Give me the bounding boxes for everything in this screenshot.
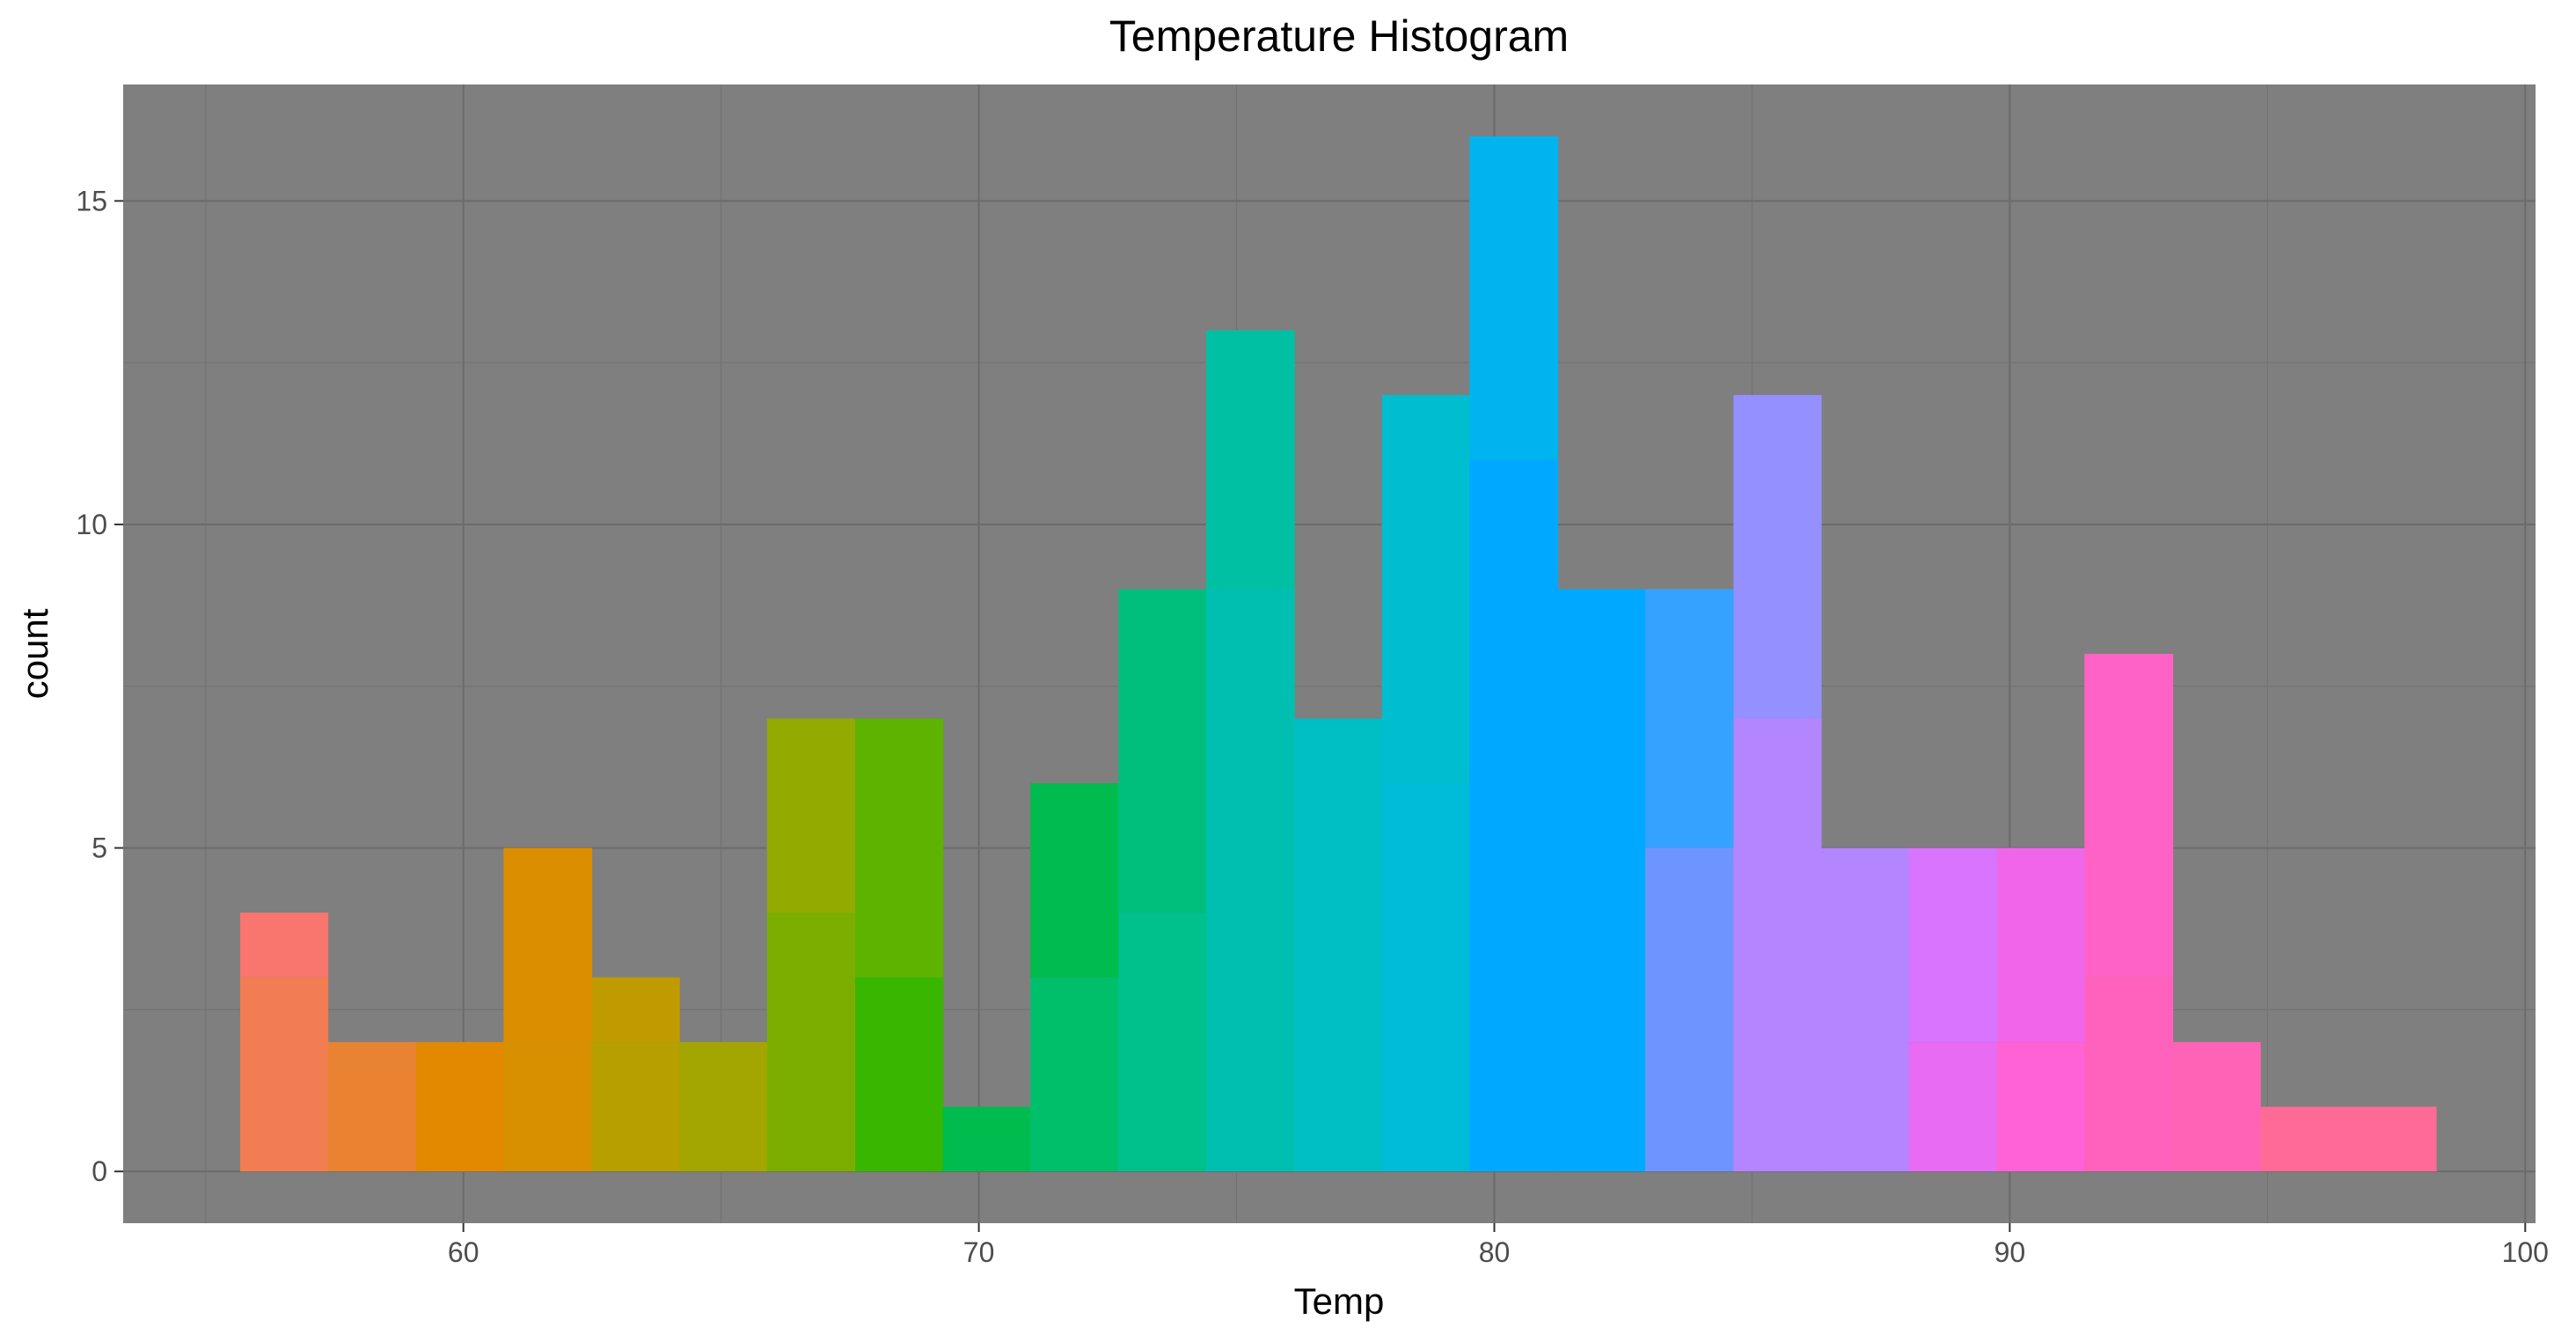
- histogram-bar-segment: [1118, 589, 1207, 913]
- histogram-bar-segment: [1469, 136, 1559, 460]
- histogram-bar-segment: [1381, 783, 1470, 1172]
- x-tick-label: 80: [1479, 1236, 1511, 1268]
- histogram-bar-segment: [415, 1042, 504, 1172]
- histogram-bar-segment: [2172, 1042, 2261, 1172]
- histogram-bar-segment: [1294, 718, 1383, 1172]
- x-tick-label: 90: [1994, 1236, 2026, 1268]
- x-tick-label: 60: [448, 1236, 479, 1268]
- histogram-bar-segment: [239, 977, 329, 1172]
- histogram-bar-segment: [1469, 459, 1559, 1172]
- y-tick-label: 10: [76, 509, 107, 540]
- y-axis-title: count: [14, 608, 55, 699]
- histogram-bar-segment: [1205, 330, 1295, 590]
- histogram-bar-segment: [1908, 847, 1998, 1043]
- histogram-bar-segment: [1645, 847, 1734, 1172]
- histogram-bar-segment: [679, 1042, 768, 1172]
- histogram-bar-segment: [591, 977, 680, 1043]
- histogram-bar-segment: [1645, 589, 1734, 848]
- histogram-bar-segment: [327, 1042, 417, 1172]
- histogram-bar-segment: [1996, 1042, 2085, 1172]
- histogram-bar-segment: [1030, 977, 1119, 1172]
- axis-ticks: 60 70 80 90 100 0 5 10 15: [76, 185, 2549, 1268]
- x-tick-label: 70: [963, 1236, 995, 1268]
- histogram-bar-segment: [854, 718, 944, 978]
- histogram-bar-segment: [942, 1106, 1031, 1172]
- histogram-bar-segment: [1908, 1042, 1998, 1172]
- histogram-bar-segment: [1996, 847, 2085, 1043]
- x-tick-label: 100: [2502, 1236, 2549, 1268]
- chart-title: Temperature Histogram: [1109, 11, 1569, 61]
- y-tick-label: 0: [91, 1155, 107, 1187]
- histogram-bar-segment: [766, 913, 856, 1172]
- y-tick-label: 15: [76, 185, 107, 216]
- histogram-bar-segment: [1733, 718, 1822, 1172]
- y-tick-label: 5: [91, 832, 107, 864]
- histogram-bar-segment: [1557, 589, 1646, 1172]
- histogram-bar-segment: [1205, 589, 1295, 1172]
- x-axis-title: Temp: [1294, 1280, 1385, 1322]
- histogram-bars: [239, 136, 2437, 1172]
- histogram-bar-segment: [2347, 1106, 2437, 1172]
- histogram-bar-segment: [1381, 394, 1470, 784]
- histogram-bar-segment: [2084, 654, 2174, 978]
- histogram-bar-segment: [2084, 977, 2174, 1172]
- histogram-bar-segment: [503, 1042, 593, 1172]
- histogram-bar-segment: [1118, 913, 1207, 1172]
- histogram-bar-segment: [503, 847, 593, 1043]
- histogram-bar-segment: [591, 1042, 680, 1172]
- histogram-bar-segment: [239, 913, 329, 978]
- histogram-bar-segment: [2260, 1106, 2349, 1172]
- histogram-bar-segment: [854, 977, 944, 1172]
- histogram-bar-segment: [1030, 783, 1119, 978]
- histogram-bar-segment: [766, 718, 856, 913]
- histogram-bar-segment: [1733, 394, 1822, 719]
- histogram-bar-segment: [1820, 847, 1910, 1172]
